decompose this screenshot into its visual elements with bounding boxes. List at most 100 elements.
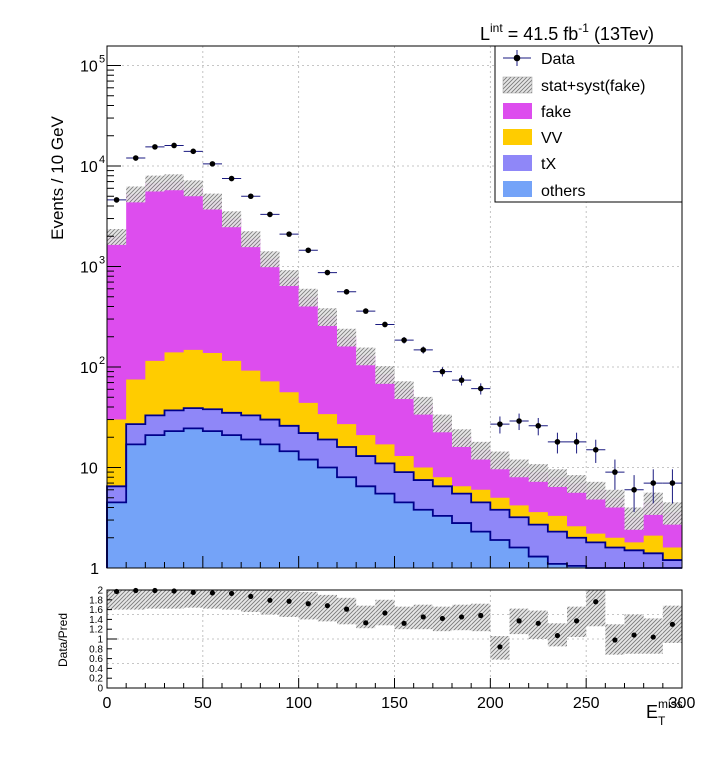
ratio-marker (612, 637, 618, 643)
data-marker (228, 175, 235, 182)
x-tick-label: 150 (381, 695, 408, 712)
ratio-marker (305, 601, 311, 607)
ratio-panel: 00.20.40.60.811.21.41.61.82 0 50 100 150 200 2… (56, 586, 695, 729)
data-marker (209, 161, 216, 167)
band-bin (471, 441, 491, 460)
band-bin (413, 396, 433, 415)
band-bin (164, 174, 184, 191)
data-marker (458, 377, 465, 383)
data-point (375, 321, 395, 328)
x-tick-label: 100 (285, 695, 312, 712)
y-tick-exponent: 4 (99, 154, 105, 166)
data-marker (497, 421, 503, 427)
band-bin (337, 328, 357, 347)
y-tick-exponent: 5 (99, 54, 105, 66)
band-bin (356, 347, 376, 366)
legend-box (494, 45, 683, 203)
data-marker (650, 480, 657, 486)
legend-label-fake: fake (541, 104, 571, 121)
legend-item-fake: fake (503, 103, 571, 121)
main-y-axis-label: Events / 10 GeV (48, 115, 67, 239)
ratio-band-bin (107, 590, 127, 610)
data-marker (267, 211, 273, 218)
data-point (490, 416, 510, 434)
ratio-marker (420, 614, 426, 620)
data-point (394, 336, 414, 344)
x-tick-label: 300 (669, 695, 696, 712)
x-axis-label: ET (646, 702, 666, 728)
band-bin (222, 211, 242, 228)
data-marker (612, 469, 618, 475)
y-tick-exponent: 2 (99, 355, 105, 367)
ratio-y-tick-label: 1.6 (89, 605, 103, 616)
y-tick-label: 10 (80, 59, 98, 76)
data-marker (362, 308, 369, 314)
ratio-band-bin (279, 590, 299, 617)
data-marker (171, 142, 177, 149)
legend-item-tx: tX (503, 155, 556, 173)
data-marker (305, 247, 312, 254)
y-tick-label: 1 (90, 561, 99, 578)
data-point (298, 247, 318, 254)
data-point (471, 383, 491, 395)
ratio-y-tick-label: 2 (97, 586, 103, 597)
band-bin (567, 475, 587, 493)
ratio-marker (573, 618, 580, 624)
ratio-marker (286, 598, 292, 604)
band-bin (432, 414, 452, 433)
data-point (107, 197, 127, 203)
ratio-ticks: 00.20.40.60.811.21.41.61.82 0 50 100 150 200 2… (89, 586, 695, 713)
band-bin (183, 180, 203, 197)
data-marker (554, 439, 561, 445)
band-bin (241, 231, 261, 248)
data-marker (247, 193, 254, 200)
data-marker (401, 337, 407, 343)
legend: Data stat+syst(fake) fake VV tX others (494, 45, 683, 203)
ratio-marker (228, 590, 235, 597)
stack-outline-tx (106, 407, 682, 568)
ratio-marker (554, 632, 561, 639)
band-bin (279, 270, 299, 287)
data-point (241, 193, 261, 200)
band-bin (547, 469, 567, 487)
data-marker (573, 439, 580, 445)
ratio-marker (248, 593, 254, 599)
y-tick-label: 10 (80, 260, 98, 277)
ratio-marker (669, 621, 676, 627)
data-point (164, 142, 184, 149)
ratio-y-tick-label: 0.6 (89, 654, 103, 665)
data-point (317, 269, 337, 276)
x-tick-label: 50 (194, 695, 212, 712)
ratio-band-bin (126, 590, 146, 610)
band-bin (528, 464, 548, 482)
ratio-y-tick-label: 0.2 (89, 674, 103, 685)
band-bin (605, 489, 625, 508)
data-point (145, 144, 165, 150)
data-point (586, 439, 606, 463)
ratio-marker (478, 612, 484, 619)
ratio-band-bin (222, 590, 242, 610)
band-bin (107, 229, 127, 245)
stack-outline-others (106, 427, 682, 569)
ratio-marker (401, 620, 407, 626)
x-tick-label: 0 (103, 695, 112, 712)
ratio-band-bin (164, 590, 184, 609)
band-bin (662, 502, 682, 525)
band-bin (145, 175, 165, 192)
data-marker (343, 289, 350, 295)
ratio-band-bin (145, 590, 165, 609)
band-bin (298, 288, 318, 307)
data-point (337, 289, 357, 295)
ratio-marker (439, 615, 446, 622)
data-point (452, 375, 472, 386)
ratio-marker (267, 597, 273, 603)
band-bin (452, 429, 472, 447)
uncertainty-band (107, 174, 682, 530)
legend-label-vv: VV (541, 130, 563, 147)
data-point (202, 161, 222, 167)
ratio-y-tick-label: 0.8 (89, 644, 103, 655)
ratio-y-tick-label: 1.2 (89, 625, 103, 636)
band-bin (624, 507, 644, 530)
